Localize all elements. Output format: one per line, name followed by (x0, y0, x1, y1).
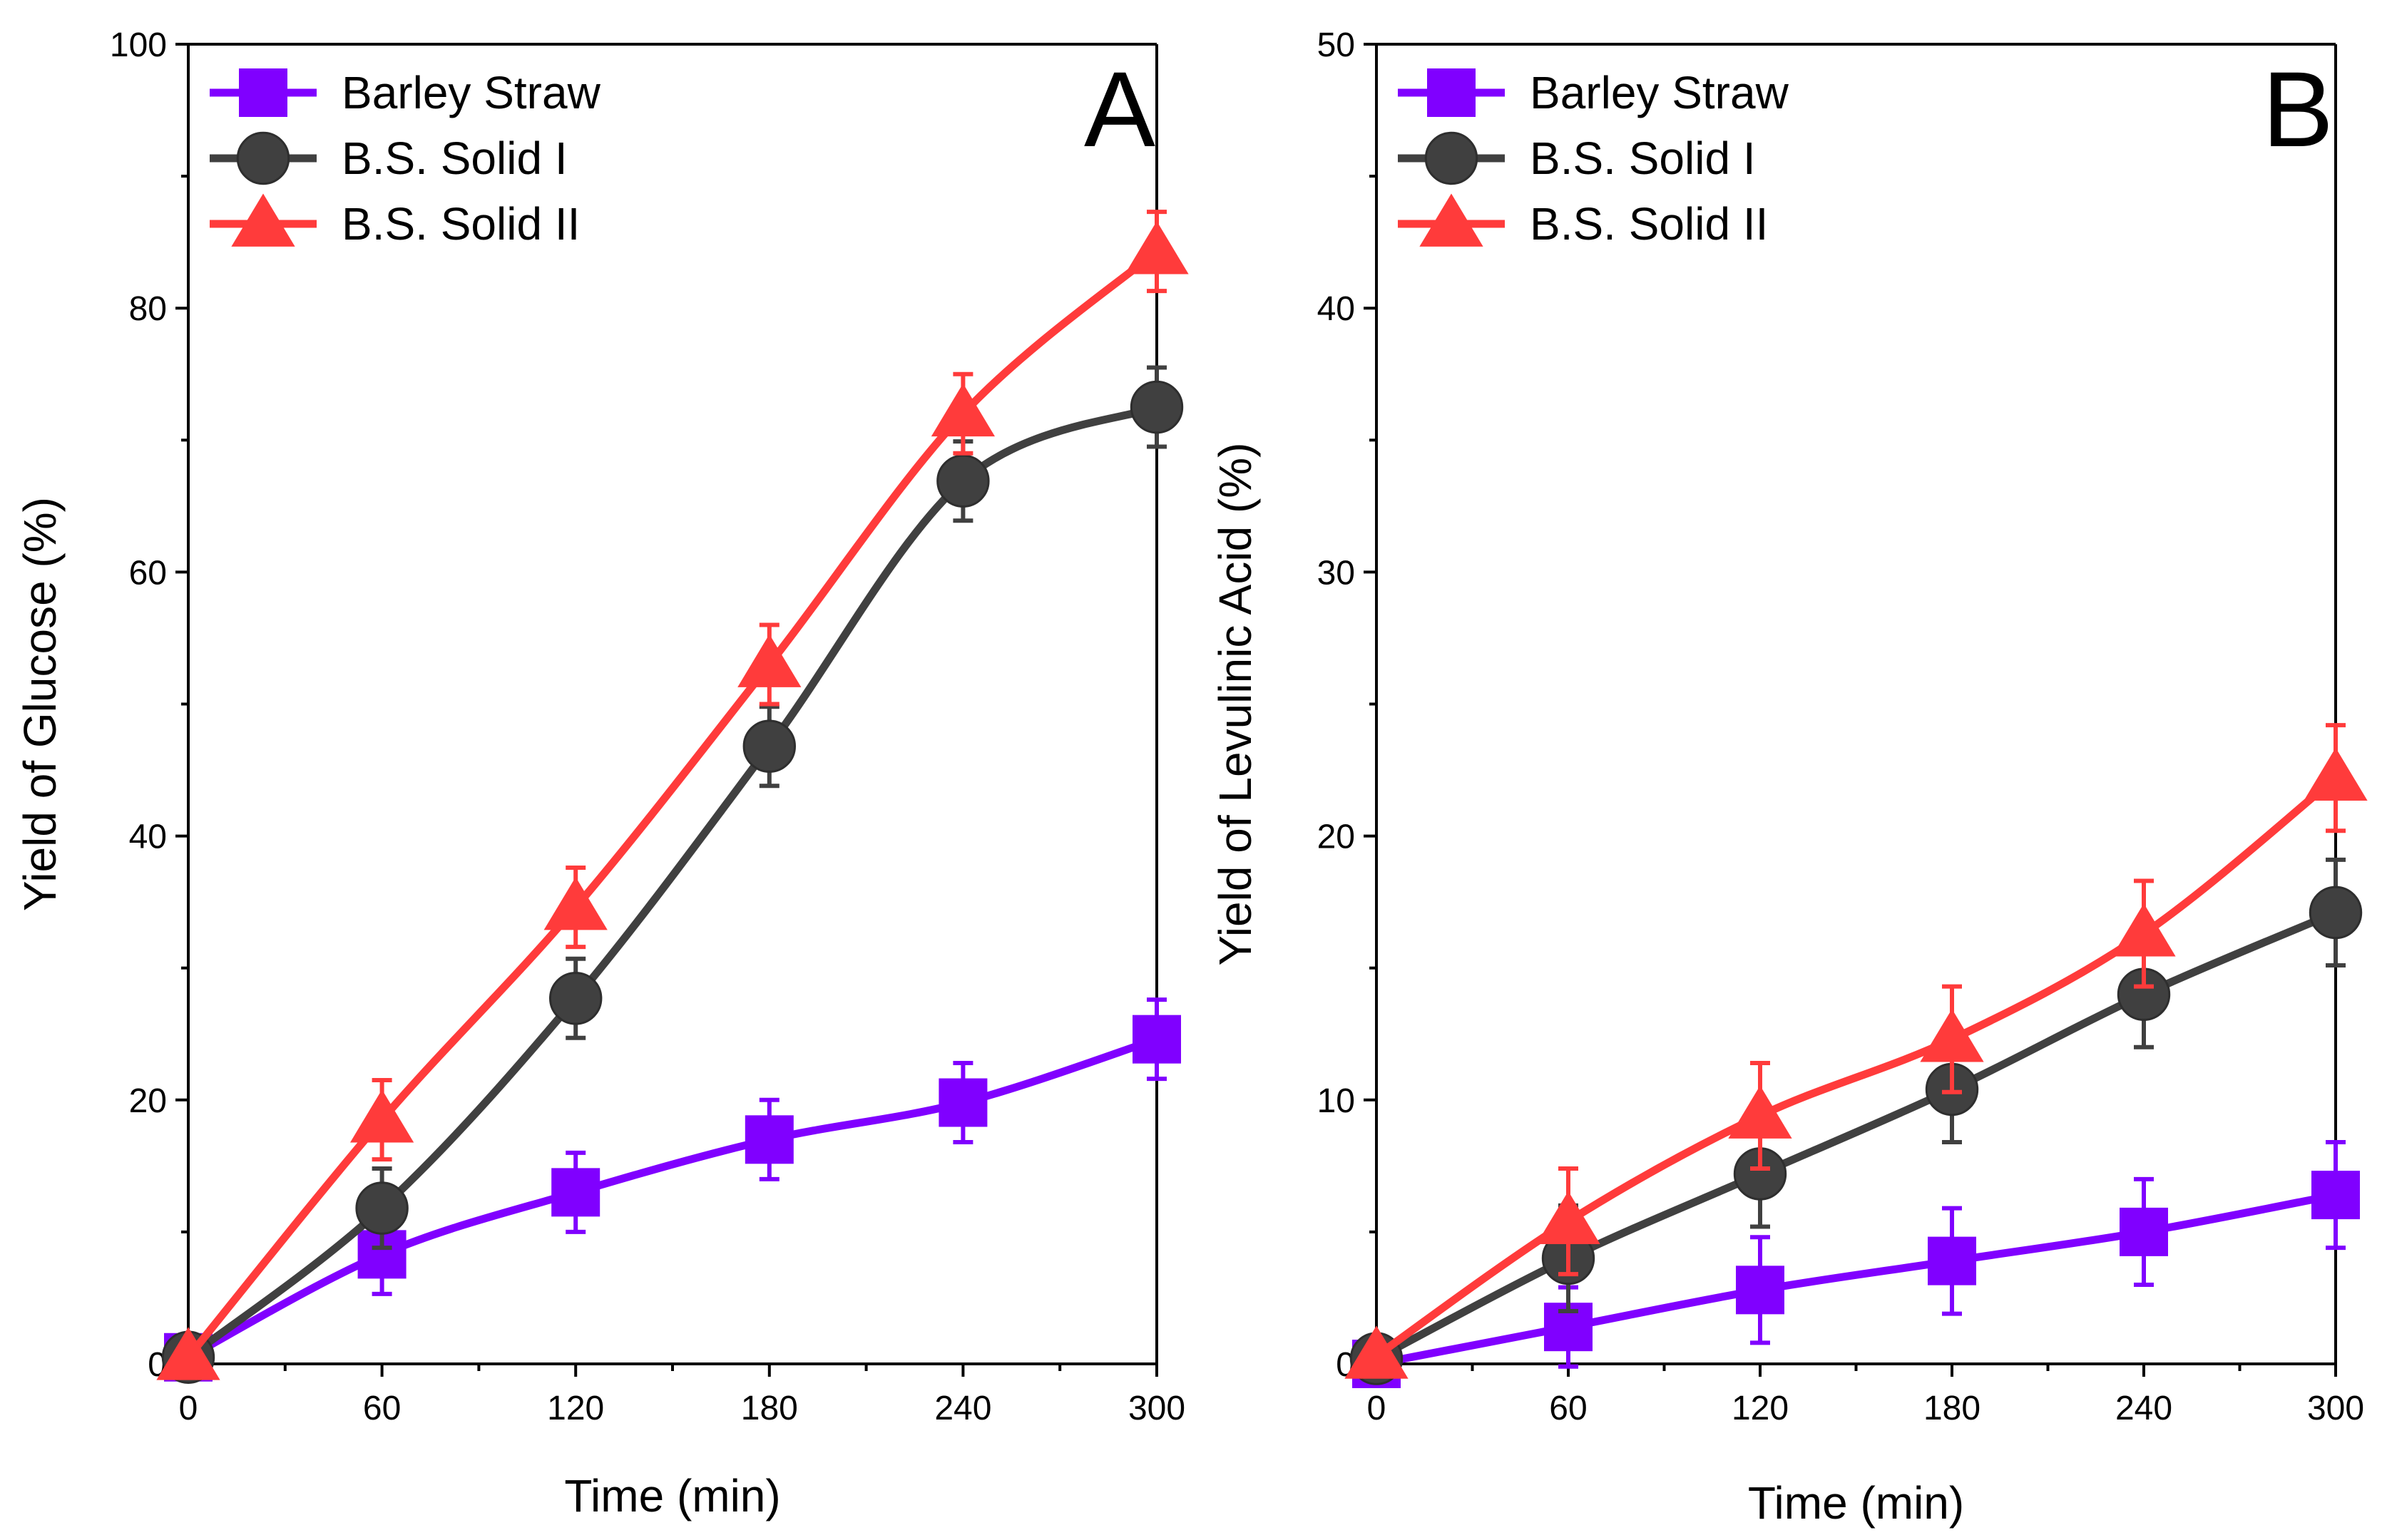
data-point (156, 1327, 220, 1380)
legend-entry: B.S. Solid II (1398, 193, 1768, 250)
data-point (549, 972, 603, 1025)
y-tick-label: 30 (1317, 554, 1355, 592)
series-line (1374, 908, 2338, 1362)
x-tick-label: 180 (741, 1390, 798, 1427)
x-tick-label: 240 (934, 1390, 991, 1427)
x-tick-label: 180 (1923, 1390, 1980, 1427)
legend-entry: B.S. Solid II (210, 193, 580, 250)
data-point (742, 719, 797, 773)
legend-marker (231, 193, 295, 247)
legend-entry: Barley Straw (210, 67, 601, 118)
data-point (1728, 1085, 1792, 1139)
data-point (1928, 1236, 1976, 1285)
legend-marker (236, 131, 290, 185)
x-axis-title: Time (min) (1748, 1477, 1964, 1529)
y-tick-label: 40 (129, 818, 167, 856)
legend-entry: B.S. Solid I (210, 131, 568, 185)
x-tick-label: 240 (2115, 1390, 2172, 1427)
data-point (1130, 380, 1184, 434)
y-tick-label: 80 (129, 290, 167, 328)
legend-label: B.S. Solid II (342, 198, 580, 250)
y-axis-title: Yield of Levulinic Acid (%) (1210, 443, 1261, 966)
x-tick-label: 0 (1367, 1390, 1386, 1427)
legend-marker (1424, 131, 1478, 185)
y-tick-label: 50 (1317, 26, 1355, 64)
data-point (2112, 903, 2176, 957)
panel-label: B (2262, 49, 2334, 169)
x-tick-label: 300 (1128, 1390, 1185, 1427)
data-point (1920, 1009, 1984, 1062)
series-b-s-solid-ii (1344, 723, 2368, 1379)
data-point (349, 1089, 414, 1143)
x-axis-title: Time (min) (564, 1470, 780, 1521)
legend-marker (239, 68, 287, 117)
series-line (185, 403, 1158, 1361)
series-barley-straw (164, 997, 1181, 1382)
data-point (737, 634, 802, 687)
data-point (2311, 1171, 2360, 1220)
x-tick-label: 60 (1549, 1390, 1587, 1427)
legend-label: Barley Straw (342, 67, 601, 118)
data-point (543, 877, 608, 930)
data-point (2309, 885, 2363, 940)
legend-label: Barley Straw (1530, 67, 1789, 118)
x-tick-label: 60 (363, 1390, 401, 1427)
data-point (936, 454, 990, 508)
x-tick-label: 0 (179, 1390, 198, 1427)
data-point (931, 383, 996, 437)
data-point (2120, 1207, 2168, 1256)
series-b-s-solid-i (161, 365, 1184, 1384)
data-point (939, 1078, 988, 1127)
data-point (1536, 1191, 1600, 1244)
data-point (1133, 1015, 1181, 1064)
data-point (1125, 221, 1189, 274)
y-tick-label: 40 (1317, 290, 1355, 328)
data-point (551, 1168, 600, 1217)
series-line (186, 1035, 1158, 1361)
series-b-s-solid-i (1349, 857, 2363, 1385)
legend-label: B.S. Solid I (1530, 133, 1756, 184)
legend-marker (1427, 68, 1476, 117)
series-line (1374, 774, 2339, 1360)
legend-label: B.S. Solid II (1530, 198, 1768, 250)
y-tick-label: 100 (110, 26, 167, 64)
x-tick-label: 300 (2307, 1390, 2364, 1427)
series-line (185, 248, 1160, 1360)
series-line (1375, 1191, 2337, 1368)
y-tick-label: 10 (1317, 1082, 1355, 1120)
data-point (1736, 1266, 1784, 1315)
panel-label: A (1084, 49, 1155, 169)
y-tick-label: 60 (129, 554, 167, 592)
y-axis-title: Yield of Glucose (%) (14, 497, 66, 911)
data-point (355, 1181, 409, 1235)
x-tick-label: 120 (1732, 1390, 1789, 1427)
data-point (2304, 747, 2368, 801)
x-tick-label: 120 (547, 1390, 604, 1427)
y-tick-label: 20 (129, 1082, 167, 1120)
legend-entry: B.S. Solid I (1398, 131, 1756, 185)
legend-marker (1419, 193, 1483, 247)
y-tick-label: 20 (1317, 818, 1355, 856)
data-point (1344, 1325, 1409, 1379)
legend-label: B.S. Solid I (342, 133, 568, 184)
legend-entry: Barley Straw (1398, 67, 1789, 118)
series-b-s-solid-ii (156, 210, 1189, 1380)
data-point (745, 1115, 794, 1164)
